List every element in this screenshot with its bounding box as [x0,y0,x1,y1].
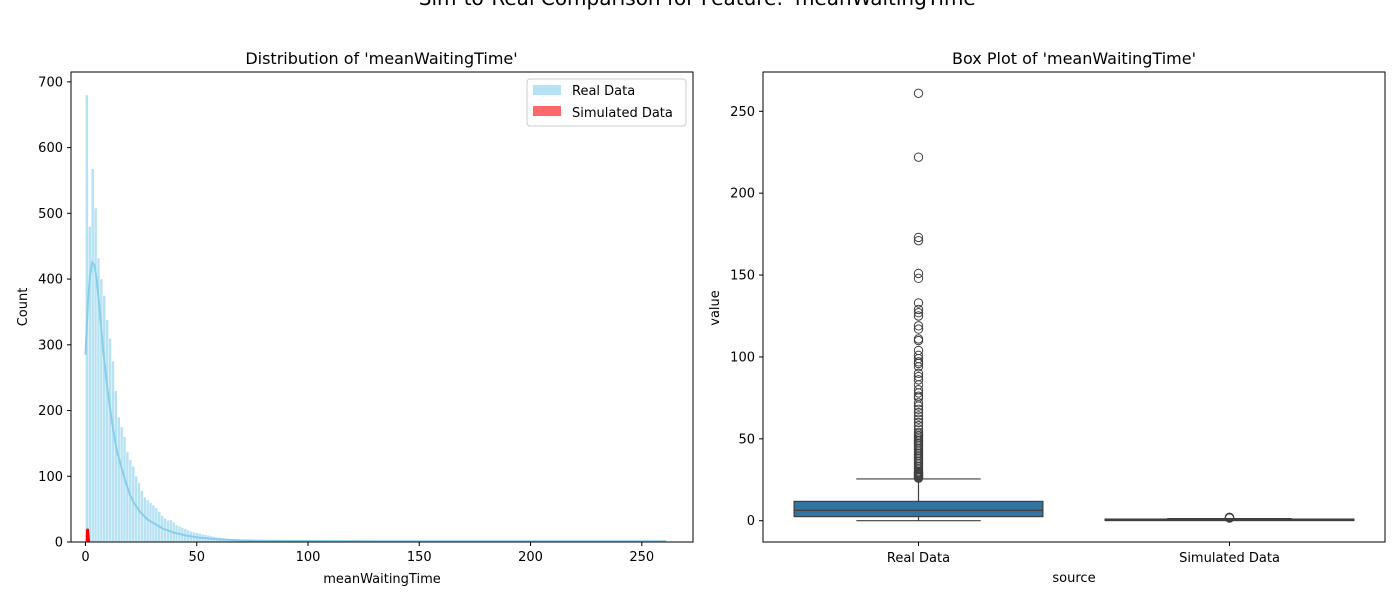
histogram-panel: Distribution of 'meanWaitingTime' 0 50 100… [16,49,694,587]
box-outlier [913,417,924,428]
hist-x-ticks: 0 50 100 150 200 250 [81,542,654,565]
hist-bar-real [91,168,95,543]
box-outlier [913,407,924,418]
x-tick-label: 50 [188,550,205,565]
x-tick-label: 200 [518,550,543,565]
box-outlier [1224,512,1235,522]
x-tick-label: Simulated Data [1179,551,1280,566]
hist-bar-real [140,490,144,543]
box-outlier [913,324,924,334]
hist-bar-real [122,436,127,543]
box-outlier [913,404,924,415]
box-outlier [913,304,924,315]
boxplot-panel: Box Plot of 'meanWaitingTime' Real Data S… [708,49,1386,586]
box-outlier [913,398,924,408]
box-outlier [913,473,924,483]
box-ylabel: value [708,290,723,326]
hist-real-kde-line [84,260,667,543]
box-outlier [913,88,924,98]
hist-title: Distribution of 'meanWaitingTime' [245,49,517,68]
hist-legend: Real Data Simulated Data [526,78,687,127]
hist-y-ticks: 0 100 200 300 400 500 600 700 [38,75,71,551]
hist-axes-frame [70,71,694,543]
y-tick-label: 200 [730,187,755,202]
hist-bar-real [128,459,132,543]
hist-xlabel: meanWaitingTime [323,572,440,587]
box-outlier [913,298,924,308]
hist-bar-real [143,497,147,543]
y-tick-label: 500 [38,207,63,222]
y-tick-label: 0 [747,514,755,529]
hist-bar-real [102,295,106,543]
box-iqr [793,500,1044,518]
hist-bar-real [105,319,109,543]
legend-real-label: Real Data [572,84,635,99]
box-outlier [913,152,924,162]
hist-bar-real [111,361,115,543]
box-title: Box Plot of 'meanWaitingTime' [952,49,1196,68]
hist-bar-real [117,416,121,543]
hist-bar-real [119,426,124,543]
hist-bar-real [108,338,112,543]
box-outlier [913,375,924,385]
y-tick-label: 100 [730,350,755,365]
hist-bar-real [93,207,98,543]
hist-bar-real [114,390,118,543]
y-tick-label: 300 [38,338,63,353]
box-outlier [913,388,924,398]
y-tick-label: 50 [738,432,755,447]
x-tick-label: 100 [296,550,321,565]
x-tick-label: Real Data [887,551,950,566]
x-tick-label: 150 [407,550,432,565]
box-x-ticks: Real Data Simulated Data [887,542,1280,566]
box-outlier [913,411,924,421]
box-outlier [913,380,924,390]
box-outlier [913,358,924,369]
box-outlier [913,345,924,356]
box-axes-frame [762,71,1386,543]
figure-title: Sim-to-Real Comparison for Feature: 'mea… [0,0,1400,10]
x-tick-label: 250 [629,550,654,565]
y-tick-label: 400 [38,273,63,288]
y-tick-label: 200 [38,404,63,419]
box-outlier [913,414,924,424]
y-tick-label: 150 [730,269,755,284]
hist-simulated-kde-line [85,528,91,542]
box-outlier [913,335,924,346]
y-tick-label: 100 [38,470,63,485]
box-outlier [913,321,924,331]
y-tick-label: 600 [38,141,63,156]
box-elements [793,88,1355,523]
box-outlier [913,401,924,411]
box-outlier [913,273,924,284]
x-tick-label: 0 [81,550,89,565]
hist-ylabel: Count [16,288,31,327]
legend-simulated-swatch [533,106,561,116]
box-outlier [913,232,924,243]
box-outlier [913,268,924,279]
box-outlier [913,235,924,246]
box-outlier [913,368,924,379]
box-y-ticks: 0 50 100 150 200 250 [730,105,763,529]
hist-real-bars [85,94,665,543]
box-xlabel: source [1052,571,1095,586]
box-outlier [913,311,924,321]
y-tick-label: 700 [38,75,63,90]
box-outlier [913,308,924,318]
legend-simulated-label: Simulated Data [572,106,673,121]
hist-bar-real [125,451,130,543]
y-tick-label: 0 [55,536,63,551]
legend-real-swatch [533,85,561,95]
legend-frame [526,78,687,127]
y-tick-label: 250 [730,105,755,120]
box-outlier [913,362,924,372]
